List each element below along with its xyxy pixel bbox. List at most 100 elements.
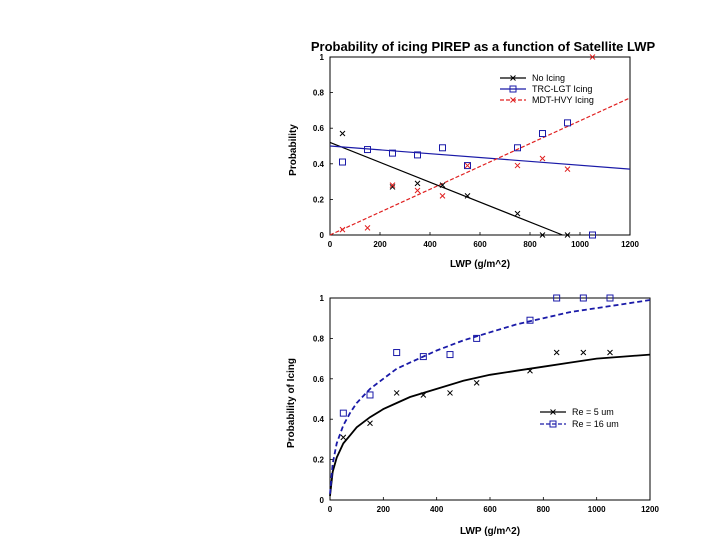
legend-label: TRC-LGT Icing bbox=[532, 84, 592, 94]
data-point-re-16-um bbox=[366, 391, 374, 399]
data-point-trc-lgt-icing bbox=[514, 144, 521, 152]
data-point-mdt-hvy-icing bbox=[589, 54, 596, 60]
x-tick-label: 1200 bbox=[641, 505, 659, 514]
data-point-no-icing bbox=[339, 130, 346, 137]
data-point-no-icing bbox=[414, 180, 421, 187]
data-point-mdt-hvy-icing bbox=[439, 192, 446, 199]
legend-marker bbox=[550, 409, 556, 415]
data-point-no-icing bbox=[539, 232, 546, 238]
y-tick-label: 1 bbox=[320, 294, 325, 303]
data-point-re-5-um bbox=[393, 390, 400, 396]
data-point-trc-lgt-icing bbox=[389, 149, 396, 157]
data-point-mdt-hvy-icing bbox=[564, 166, 571, 172]
chart-icing-by-effective-radius: 0 200 400 600 800 1000 1200 0 0.2 0.4 0.6 0.8 1 Re =… bbox=[286, 294, 659, 537]
y-tick-label: 0 bbox=[320, 496, 325, 505]
legend-label: No Icing bbox=[532, 73, 565, 83]
data-point-trc-lgt-icing bbox=[414, 151, 421, 159]
data-point-no-icing bbox=[439, 182, 446, 189]
x-tick-label: 400 bbox=[423, 240, 437, 249]
x-tick-label: 0 bbox=[328, 505, 333, 514]
data-point-re-5-um bbox=[340, 434, 347, 441]
data-point-mdt-hvy-icing bbox=[539, 155, 546, 162]
chart1-fit-lines bbox=[329, 97, 631, 236]
chart2-fit-curves bbox=[329, 299, 651, 497]
data-point-trc-lgt-icing bbox=[439, 144, 446, 152]
data-point-no-icing bbox=[564, 232, 571, 238]
data-point-re-5-um bbox=[367, 420, 373, 427]
data-point-mdt-hvy-icing bbox=[464, 162, 471, 169]
series-line-mdt-hvy-icing bbox=[329, 97, 631, 236]
x-tick-label: 200 bbox=[373, 240, 387, 249]
x-tick-label: 400 bbox=[430, 505, 444, 514]
legend-label: Re = 5 um bbox=[572, 407, 614, 417]
series-line-re-5-um bbox=[329, 353, 651, 497]
data-point-trc-lgt-icing bbox=[564, 119, 571, 127]
x-tick-label: 200 bbox=[377, 505, 391, 514]
legend-marker bbox=[510, 75, 516, 81]
chart2-plot-frame bbox=[329, 297, 651, 501]
legend-label: MDT-HVY Icing bbox=[532, 95, 594, 105]
x-tick-label: 1000 bbox=[588, 505, 606, 514]
y-tick-label: 0.4 bbox=[313, 160, 325, 169]
data-point-re-5-um bbox=[553, 349, 560, 356]
chart1-y-axis-label: Probability bbox=[288, 124, 299, 176]
chart2-y-axis-label: Probability of Icing bbox=[286, 358, 297, 448]
x-tick-label: 800 bbox=[523, 240, 537, 249]
legend-label: Re = 16 um bbox=[572, 419, 619, 429]
legend-marker bbox=[549, 420, 557, 428]
series-line-re-16-um bbox=[329, 299, 651, 494]
data-point-mdt-hvy-icing bbox=[389, 182, 396, 189]
data-point-no-icing bbox=[514, 210, 521, 217]
y-tick-label: 0.4 bbox=[313, 415, 325, 424]
chart2-legend: Re = 5 um Re = 16 um bbox=[540, 407, 619, 429]
data-point-mdt-hvy-icing bbox=[414, 187, 421, 194]
data-point-mdt-hvy-icing bbox=[339, 226, 346, 233]
chart-icing-probability: Probability of icing PIREP as a function… bbox=[288, 39, 655, 270]
data-point-re-16-um bbox=[579, 294, 587, 302]
series-line-trc-lgt-icing bbox=[329, 145, 631, 170]
y-tick-label: 0.8 bbox=[313, 334, 325, 343]
data-point-re-16-um bbox=[553, 294, 561, 302]
series-line-no-icing bbox=[329, 141, 563, 236]
y-tick-label: 0.8 bbox=[313, 89, 325, 98]
x-tick-label: 600 bbox=[473, 240, 487, 249]
x-tick-label: 0 bbox=[328, 240, 333, 249]
data-point-re-5-um bbox=[527, 367, 533, 374]
x-tick-label: 1200 bbox=[621, 240, 639, 249]
data-point-re-5-um bbox=[473, 379, 480, 386]
x-tick-label: 1000 bbox=[571, 240, 589, 249]
data-point-re-16-um bbox=[606, 294, 614, 302]
chart1-ticks: 0 200 400 600 800 1000 1200 0 0.2 0.4 0.6 0.8 1 bbox=[313, 53, 640, 249]
data-point-re-16-um bbox=[473, 334, 481, 342]
chart2-markers bbox=[339, 294, 614, 441]
data-point-re-16-um bbox=[393, 349, 401, 357]
chart1-x-axis-label: LWP (g/m^2) bbox=[450, 259, 510, 270]
data-point-re-16-um bbox=[339, 409, 347, 417]
data-point-re-5-um bbox=[447, 390, 453, 396]
data-point-re-5-um bbox=[607, 349, 613, 356]
y-tick-label: 0.6 bbox=[313, 375, 325, 384]
data-point-re-16-um bbox=[419, 353, 427, 361]
data-point-trc-lgt-icing bbox=[464, 162, 471, 170]
data-point-trc-lgt-icing bbox=[339, 158, 346, 166]
data-point-re-5-um bbox=[580, 349, 587, 356]
chart2-ticks: 0 200 400 600 800 1000 1200 0 0.2 0.4 0.6 0.8 1 bbox=[313, 294, 660, 514]
data-point-no-icing bbox=[389, 184, 396, 190]
chart1-title: Probability of icing PIREP as a function… bbox=[311, 39, 656, 54]
data-point-mdt-hvy-icing bbox=[364, 225, 371, 231]
data-point-re-16-um bbox=[526, 316, 534, 324]
data-point-re-16-um bbox=[446, 351, 454, 359]
data-point-trc-lgt-icing bbox=[589, 231, 596, 239]
y-tick-label: 0 bbox=[320, 231, 325, 240]
legend-marker bbox=[509, 85, 517, 93]
data-point-re-5-um bbox=[420, 392, 427, 398]
data-point-trc-lgt-icing bbox=[539, 130, 546, 138]
x-tick-label: 800 bbox=[537, 505, 551, 514]
data-point-trc-lgt-icing bbox=[364, 146, 371, 154]
y-tick-label: 0.2 bbox=[313, 195, 325, 204]
data-point-mdt-hvy-icing bbox=[514, 162, 521, 169]
chart2-x-axis-label: LWP (g/m^2) bbox=[460, 526, 520, 537]
data-point-no-icing bbox=[464, 192, 471, 199]
